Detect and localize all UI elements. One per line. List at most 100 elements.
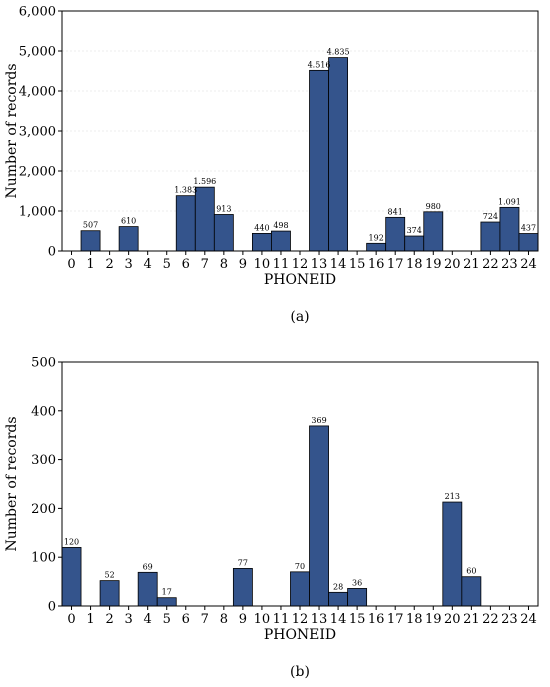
bar-data-label: 437 <box>521 224 536 233</box>
bar-data-label: 4.835 <box>327 48 350 57</box>
bar <box>328 591 348 607</box>
bar-data-label: 1.383 <box>174 186 197 195</box>
bar-data-label: 507 <box>83 221 98 230</box>
x-tick-label: 4 <box>144 612 152 627</box>
bar-data-label: 77 <box>238 558 248 567</box>
y-axis-title-b: Number of records <box>4 416 20 551</box>
bar <box>518 233 539 252</box>
y-tick-label: 0 <box>48 600 56 615</box>
x-tick-label: 15 <box>349 612 366 627</box>
x-tick-label: 19 <box>425 612 442 627</box>
bar <box>461 576 482 607</box>
bar <box>404 235 425 252</box>
bar <box>251 232 272 252</box>
bar-data-label: 60 <box>466 567 476 576</box>
y-tick-label: 6,000 <box>19 5 56 20</box>
x-tick-label: 18 <box>406 257 423 272</box>
bar-labels-b: 120 52 69 17 77 70 369 28 36 213 60 <box>64 416 477 597</box>
x-tick-label: 14 <box>330 257 347 272</box>
bar-data-label: 28 <box>333 582 343 591</box>
bar <box>328 57 348 252</box>
bar-data-label: 913 <box>216 204 231 213</box>
bar-data-label: 369 <box>311 416 326 425</box>
bar-data-label: 610 <box>121 217 136 226</box>
x-tick-label: 11 <box>273 612 290 627</box>
panel-label-b: (b) <box>290 664 310 680</box>
y-tick-label: 2,000 <box>19 165 56 180</box>
bar-data-label: 440 <box>254 223 269 232</box>
bar-data-label: 69 <box>143 562 153 571</box>
bars-a <box>80 57 539 252</box>
bar-data-label: 70 <box>295 562 305 571</box>
y-tick-label: 500 <box>31 356 56 371</box>
bar <box>99 580 120 607</box>
bar-data-label: 120 <box>64 537 79 546</box>
bar <box>118 226 139 252</box>
bar-data-label: 52 <box>105 571 115 580</box>
x-tick-label: 1 <box>86 257 94 272</box>
bar-data-label: 980 <box>426 202 441 211</box>
gridlines-a <box>62 50 538 212</box>
x-tick-label: 20 <box>444 612 461 627</box>
x-tick-label: 12 <box>292 612 309 627</box>
x-tick-label: 10 <box>254 612 271 627</box>
x-tick-label: 2 <box>105 257 113 272</box>
bar <box>61 547 82 607</box>
x-tick-label: 13 <box>311 257 328 272</box>
x-tick-label: 23 <box>501 612 518 627</box>
bar <box>290 571 310 607</box>
bar <box>423 211 444 252</box>
y-tick-label: 1,000 <box>19 205 56 220</box>
x-tick-label: 3 <box>124 612 132 627</box>
x-tick-label: 9 <box>239 612 247 627</box>
x-tick-label: 17 <box>387 257 404 272</box>
bar <box>137 571 158 607</box>
bar <box>194 186 215 252</box>
y-tick-label: 3,000 <box>19 125 56 140</box>
x-tick-label: 24 <box>520 257 537 272</box>
x-tick-label: 8 <box>220 257 228 272</box>
x-tick-label: 17 <box>387 612 404 627</box>
bar <box>232 568 253 607</box>
y-tick-label: 4,000 <box>19 85 56 100</box>
x-tick-label: 0 <box>67 257 75 272</box>
x-tick-label: 18 <box>406 612 423 627</box>
x-tick-label: 10 <box>254 257 271 272</box>
x-tick-label: 15 <box>349 257 366 272</box>
y-tick-label: 300 <box>31 453 56 468</box>
x-ticks-b: 0 1 2 3 4 5 6 7 8 9 10 11 12 13 14 15 16 17 18 19 20 21 22 23 24 <box>67 606 537 627</box>
y-ticks-b: 0 100 200 300 400 500 <box>31 356 62 615</box>
bar <box>385 216 406 252</box>
x-tick-label: 7 <box>201 612 209 627</box>
y-tick-label: 100 <box>31 551 56 566</box>
x-tick-label: 20 <box>444 257 461 272</box>
x-ticks-a: 0 1 2 3 4 5 6 7 8 9 10 11 12 13 14 15 16 17 18 19 20 21 22 23 24 <box>67 251 537 272</box>
x-tick-label: 3 <box>124 257 132 272</box>
bar-data-label: 724 <box>483 212 498 221</box>
panel-label-a: (a) <box>290 309 309 325</box>
x-tick-label: 1 <box>86 612 94 627</box>
bar <box>309 69 329 252</box>
x-tick-label: 16 <box>368 612 385 627</box>
x-tick-label: 5 <box>163 612 171 627</box>
x-tick-label: 4 <box>144 257 152 272</box>
bar <box>347 588 368 607</box>
bar-data-label: 498 <box>273 221 288 230</box>
bars-b <box>61 425 482 607</box>
x-tick-label: 14 <box>330 612 347 627</box>
x-tick-label: 22 <box>482 612 499 627</box>
x-tick-label: 5 <box>163 257 171 272</box>
x-tick-label: 6 <box>182 612 190 627</box>
x-tick-label: 16 <box>368 257 385 272</box>
x-tick-label: 8 <box>220 612 228 627</box>
y-ticks-a: 0 1,000 2,000 3,000 4,000 5,000 6,000 <box>19 5 62 260</box>
y-axis-title-a: Number of records <box>4 63 20 198</box>
x-tick-label: 0 <box>67 612 75 627</box>
x-axis-title-b: PHONEID <box>264 627 336 643</box>
plot-frame-b <box>61 361 539 607</box>
x-tick-label: 2 <box>105 612 113 627</box>
bar-data-label: 36 <box>352 578 362 587</box>
bar <box>499 206 520 252</box>
bar <box>80 230 101 252</box>
